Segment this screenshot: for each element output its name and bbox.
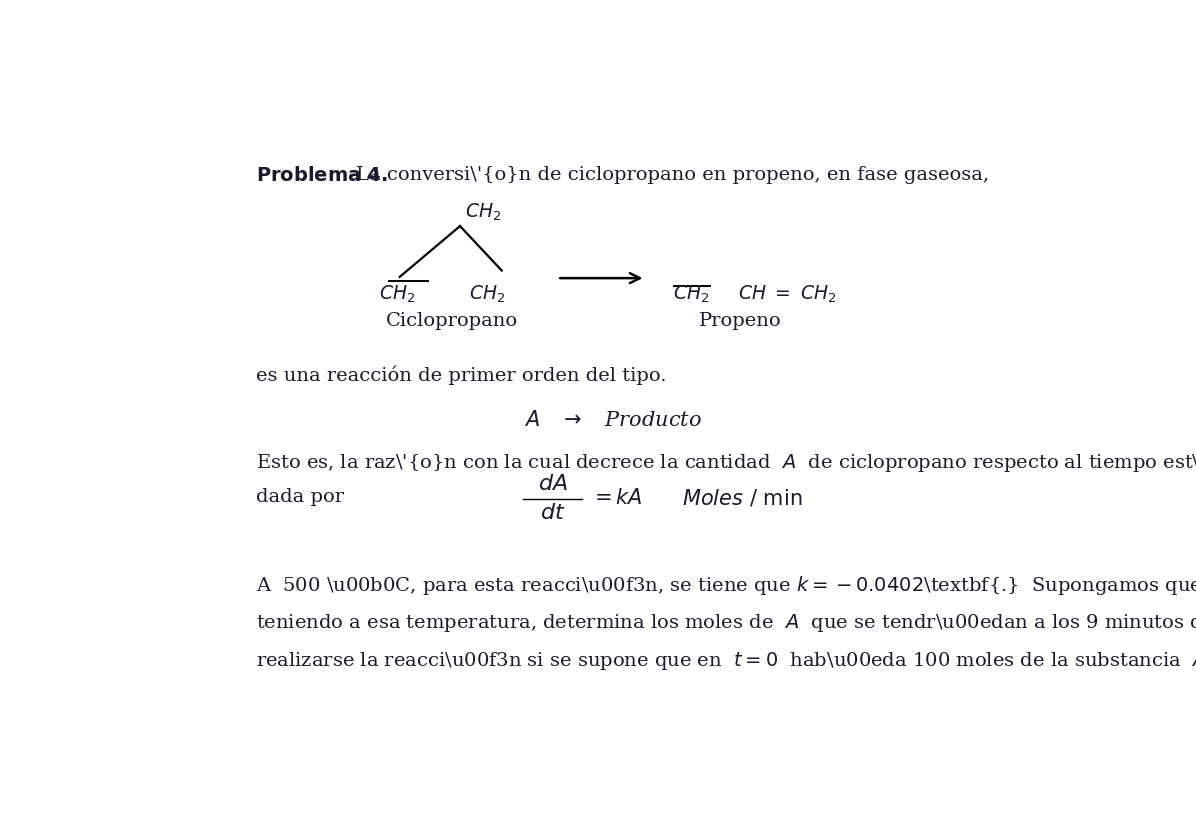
Text: $CH\ =\ CH_2$: $CH\ =\ CH_2$	[738, 283, 837, 304]
Text: $dA$: $dA$	[538, 474, 568, 495]
Text: Ciclopropano: Ciclopropano	[386, 312, 518, 330]
Text: $Moles\ /\ \mathrm{min}$: $Moles\ /\ \mathrm{min}$	[683, 488, 803, 508]
Text: realizarse la reacci\u00f3n si se supone que en  $t = 0$  hab\u00eda 100 moles d: realizarse la reacci\u00f3n si se supone…	[256, 650, 1196, 672]
Text: $dt$: $dt$	[539, 502, 566, 524]
Text: Propeno: Propeno	[700, 312, 782, 330]
Text: teniendo a esa temperatura, determina los moles de  $A$  que se tendr\u00edan a : teniendo a esa temperatura, determina lo…	[256, 611, 1196, 634]
Text: $\mathbf{Problema\ 4.}$: $\mathbf{Problema\ 4.}$	[256, 166, 388, 185]
Text: $CH_2$: $CH_2$	[673, 283, 709, 304]
Text: $CH_2$: $CH_2$	[469, 283, 506, 304]
Text: Esto es, la raz\'{o}n con la cual decrece la cantidad  $A$  de ciclopropano resp: Esto es, la raz\'{o}n con la cual decrec…	[256, 451, 1196, 474]
Text: $A$   $\rightarrow$   Producto: $A$ $\rightarrow$ Producto	[524, 410, 702, 431]
Text: $= kA$: $= kA$	[590, 488, 642, 508]
Text: $CH_2$: $CH_2$	[379, 283, 416, 304]
Text: es una reacción de primer orden del tipo.: es una reacción de primer orden del tipo…	[256, 365, 666, 385]
Text: $CH_2$: $CH_2$	[465, 201, 501, 223]
Text: A  500 \u00b0C, para esta reacci\u00f3n, se tiene que $k = -0.0402$\textbf{.}  S: A 500 \u00b0C, para esta reacci\u00f3n, …	[256, 573, 1196, 596]
Text: dada por: dada por	[256, 488, 344, 507]
Text: La conversi\'{o}n de ciclopropano en propeno, en fase gaseosa,: La conversi\'{o}n de ciclopropano en pro…	[356, 166, 989, 184]
